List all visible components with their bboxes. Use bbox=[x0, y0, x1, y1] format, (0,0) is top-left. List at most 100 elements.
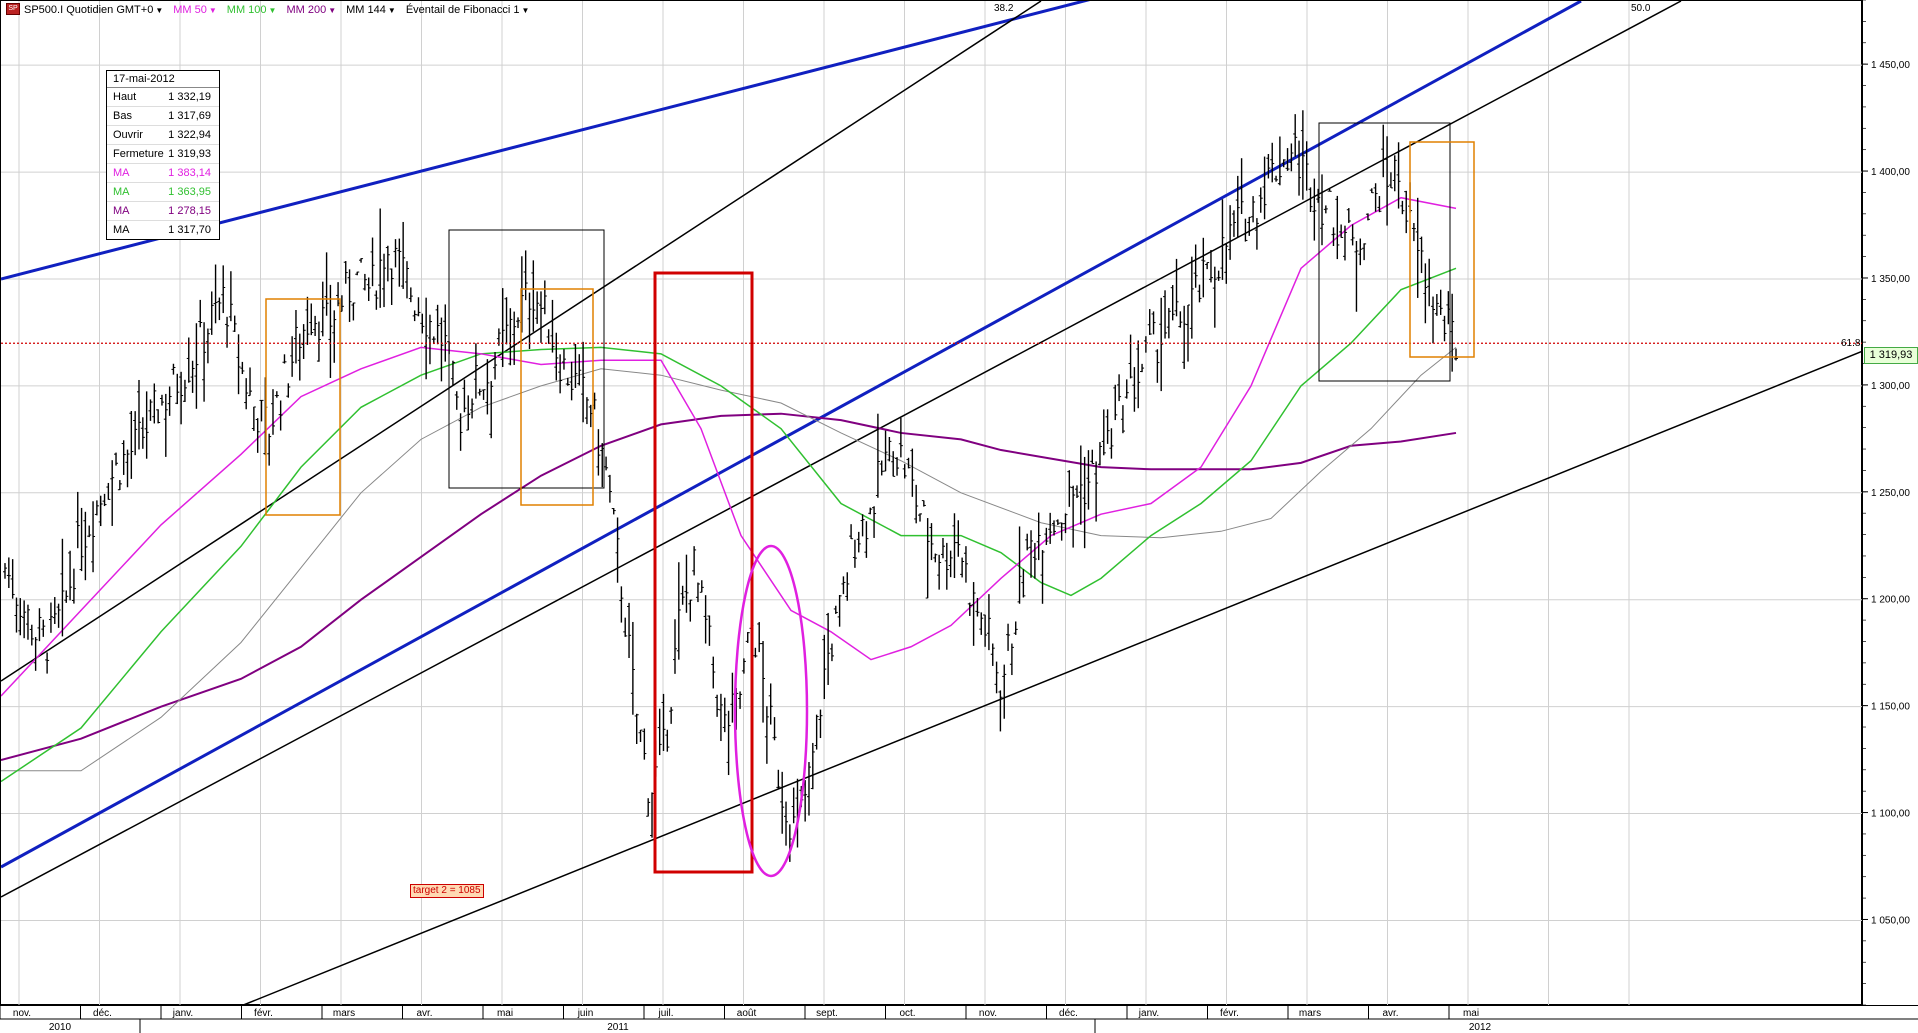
price-tick-label: 1 150,00 bbox=[1871, 702, 1910, 713]
price-bar bbox=[1450, 293, 1455, 372]
price-bar bbox=[604, 456, 609, 471]
price-axis[interactable]: 1 050,00 1 100,00 1 150,00 1 200,00 1 250,00… bbox=[1862, 0, 1918, 1005]
price-bar bbox=[623, 617, 628, 637]
info-row: MA 1 363,95 bbox=[107, 183, 219, 202]
price-bar bbox=[1427, 258, 1432, 307]
price-bar bbox=[213, 264, 218, 324]
price-bar bbox=[944, 542, 949, 590]
info-row: MA 1 317,70 bbox=[107, 221, 219, 239]
price-bar bbox=[619, 586, 624, 623]
fibonacci-menu[interactable]: Éventail de Fibonacci 1 ▼ bbox=[406, 4, 530, 16]
price-bar bbox=[1239, 158, 1244, 214]
price-bar bbox=[1358, 238, 1363, 266]
price-bar bbox=[443, 304, 448, 362]
price-bar bbox=[1128, 334, 1133, 379]
ma100-menu[interactable]: MM 100 ▼ bbox=[227, 4, 277, 16]
box-orange-1 bbox=[265, 298, 341, 516]
price-bar bbox=[1212, 266, 1217, 328]
price-bar bbox=[661, 693, 666, 751]
price-bar bbox=[102, 493, 107, 507]
price-bar bbox=[940, 538, 945, 559]
price-bar bbox=[979, 612, 984, 635]
month-label: juil. bbox=[657, 1008, 673, 1019]
price-chart[interactable]: 38.2 50.0 61.8 bbox=[1, 1, 1863, 1006]
price-bar bbox=[278, 400, 283, 431]
price-bar bbox=[493, 352, 498, 380]
price-bar bbox=[718, 693, 723, 742]
price-bar bbox=[324, 252, 329, 316]
price-bar bbox=[688, 599, 693, 622]
price-bar bbox=[290, 336, 295, 377]
month-label: déc. bbox=[93, 1008, 112, 1019]
price-bar bbox=[1438, 289, 1443, 315]
price-bar bbox=[1434, 294, 1439, 316]
info-row-label: MA bbox=[113, 224, 130, 236]
chevron-down-icon: ▼ bbox=[387, 5, 396, 15]
price-bar bbox=[106, 482, 111, 500]
price-bar bbox=[1274, 175, 1279, 182]
price-bar bbox=[267, 433, 272, 466]
info-date: 17-mai-2012 bbox=[107, 71, 219, 88]
price-bar bbox=[1362, 243, 1367, 261]
price-bar bbox=[504, 297, 509, 345]
info-row-label: MA bbox=[113, 167, 130, 179]
box-orange-2 bbox=[520, 288, 594, 506]
info-row: Haut 1 332,19 bbox=[107, 88, 219, 107]
price-bar bbox=[695, 582, 700, 603]
price-bar bbox=[764, 706, 769, 764]
price-bar bbox=[382, 253, 387, 308]
time-axis[interactable]: nov. déc. janv. févr. mars avr. mai juin juil. ao… bbox=[0, 1005, 1918, 1033]
price-bar bbox=[535, 291, 540, 324]
price-bar bbox=[516, 317, 521, 329]
ma144-menu[interactable]: MM 144 ▼ bbox=[346, 4, 396, 16]
price-bar bbox=[715, 694, 720, 717]
price-bar bbox=[209, 291, 214, 335]
price-bar bbox=[144, 391, 149, 459]
price-bar bbox=[784, 801, 789, 846]
price-bar bbox=[286, 383, 291, 398]
ohlc-info-box: 17-mai-2012 Haut 1 332,19 Bas 1 317,69 Ouvri… bbox=[106, 70, 220, 240]
price-bar bbox=[45, 652, 50, 674]
price-bar bbox=[925, 518, 930, 599]
symbol-menu[interactable]: SP500.I Quotidien GMT+0 ▼ bbox=[24, 4, 163, 16]
info-row-label: Ouvrir bbox=[113, 129, 143, 141]
price-bar bbox=[906, 457, 911, 469]
price-bar bbox=[37, 608, 42, 642]
price-bar bbox=[190, 360, 195, 393]
month-label: août bbox=[737, 1008, 757, 1019]
price-bar bbox=[110, 460, 115, 526]
price-bar bbox=[435, 304, 440, 345]
price-bar bbox=[1235, 175, 1240, 238]
ma200-menu[interactable]: MM 200 ▼ bbox=[286, 4, 336, 16]
price-bar bbox=[255, 418, 260, 453]
price-bar bbox=[424, 297, 429, 380]
price-bar bbox=[791, 787, 796, 824]
chart-area[interactable]: 38.2 50.0 61.8 bbox=[0, 0, 1863, 1006]
price-bar bbox=[1442, 315, 1447, 342]
price-bar bbox=[883, 430, 888, 472]
price-bar bbox=[1067, 470, 1072, 507]
price-bar bbox=[669, 707, 674, 724]
price-bar bbox=[305, 296, 310, 345]
price-bar bbox=[221, 265, 226, 314]
price-bar bbox=[1400, 200, 1405, 215]
info-row-value: 1 322,94 bbox=[168, 129, 211, 141]
month-label: mai bbox=[497, 1008, 513, 1019]
price-bar bbox=[1377, 196, 1382, 213]
price-bar bbox=[726, 710, 731, 776]
price-bar bbox=[79, 507, 84, 572]
price-bar bbox=[159, 394, 164, 406]
ma50-menu[interactable]: MM 50 ▼ bbox=[173, 4, 217, 16]
price-bar bbox=[366, 277, 371, 301]
price-bar bbox=[175, 373, 180, 405]
price-bar bbox=[427, 314, 432, 365]
price-bar bbox=[971, 582, 976, 646]
price-bar bbox=[232, 315, 237, 332]
price-bar bbox=[29, 624, 34, 646]
price-bar bbox=[581, 341, 586, 423]
price-bar bbox=[1331, 227, 1336, 246]
price-bar bbox=[803, 780, 808, 822]
price-bar bbox=[1350, 224, 1355, 246]
price-bar bbox=[328, 284, 333, 378]
price-bar bbox=[416, 297, 421, 317]
